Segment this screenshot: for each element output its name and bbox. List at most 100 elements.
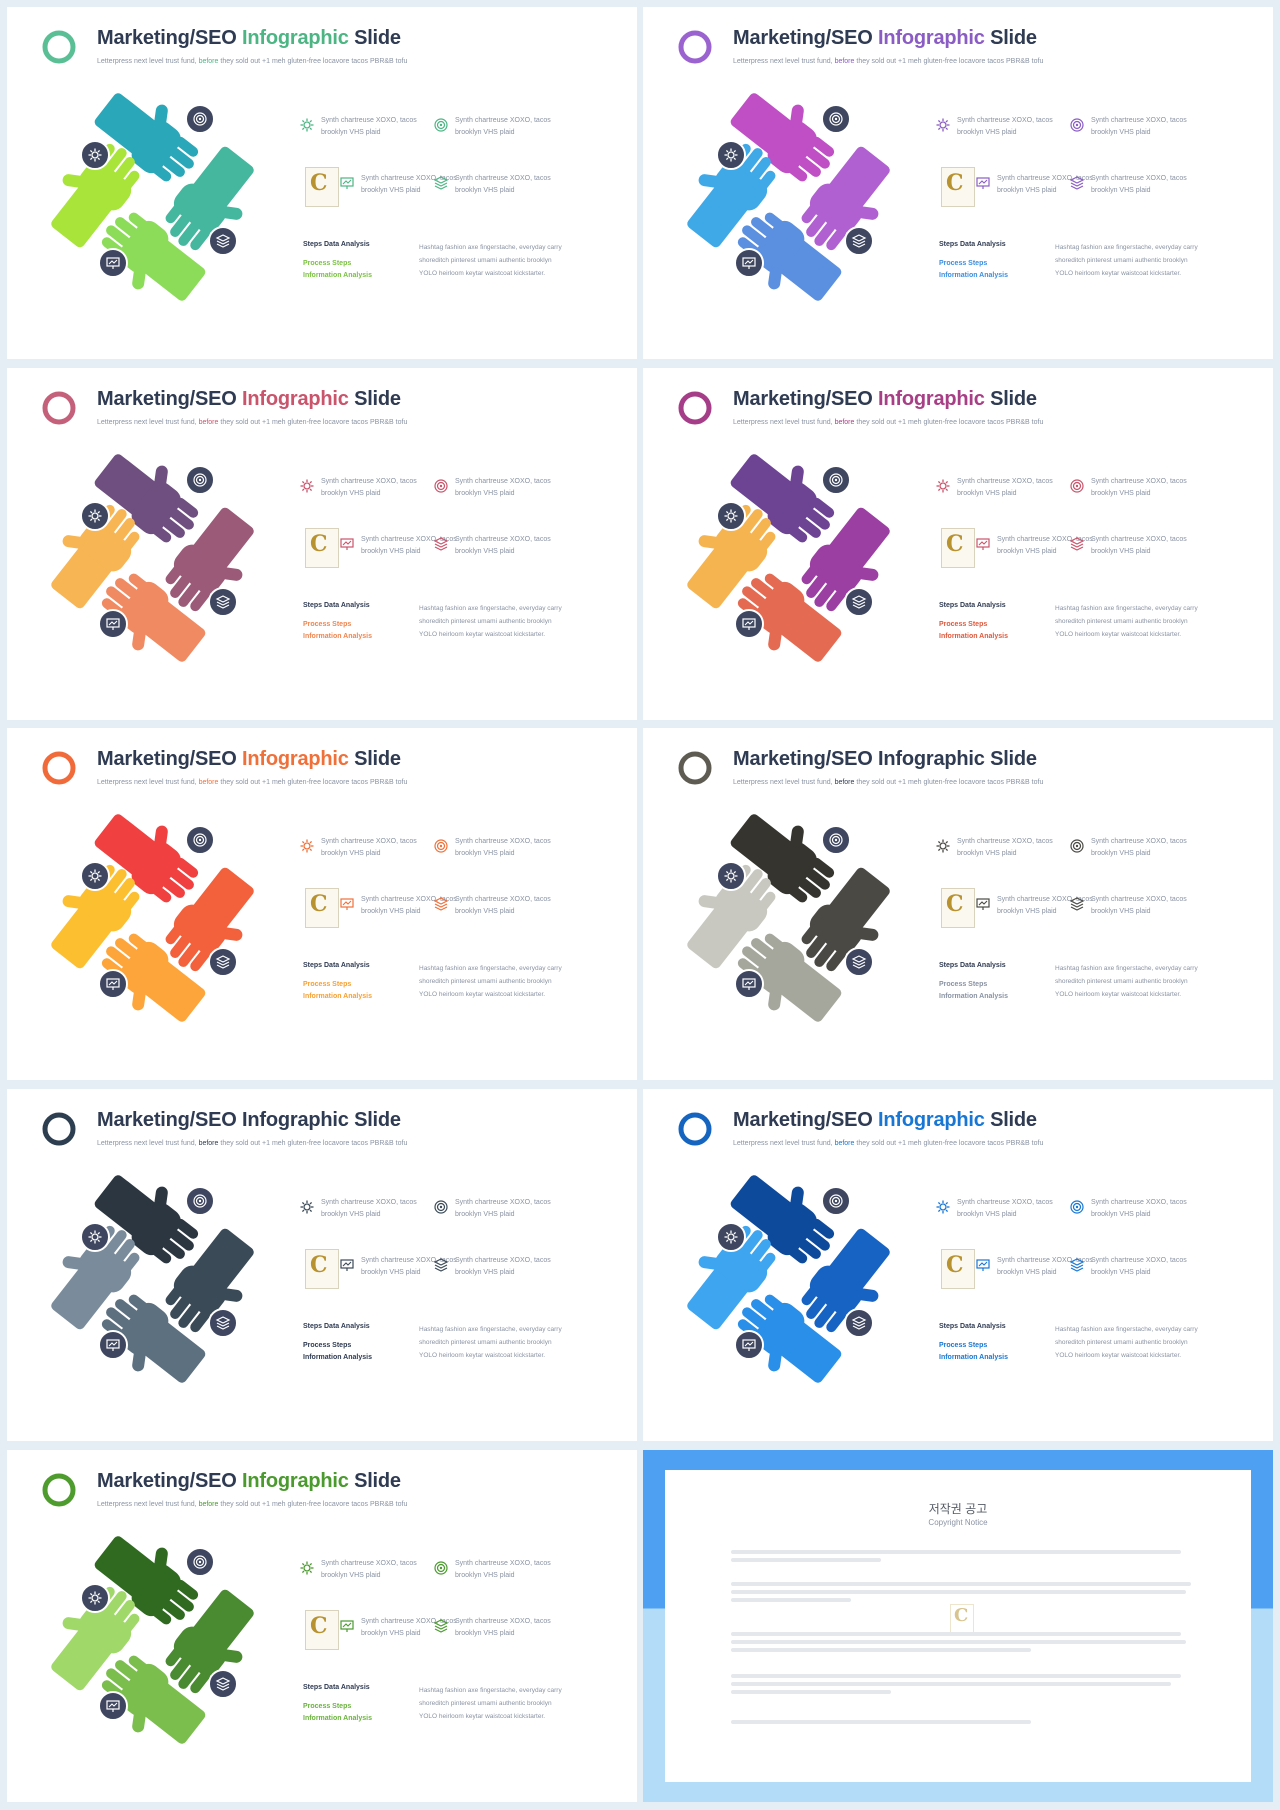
gear-icon: [935, 1199, 951, 1215]
logo-thumbnail: C: [941, 888, 975, 928]
notice-text-line: [731, 1550, 1181, 1554]
target-badge: [185, 1186, 215, 1216]
presentation-icon: [742, 978, 756, 990]
description-paragraph: Hashtag fashion axe fingerstache, everyd…: [419, 965, 562, 998]
notice-text-line: [731, 1640, 1186, 1644]
gear-icon: [299, 838, 315, 854]
gear-badge: [80, 1222, 110, 1252]
layers-icon: [851, 1316, 867, 1330]
layers-badge: [844, 947, 874, 977]
layers-badge: [844, 226, 874, 256]
layers-badge: [208, 1308, 238, 1338]
target-icon: [433, 1560, 449, 1576]
gear-icon: [88, 1591, 102, 1605]
title-highlight: Infographic: [242, 27, 349, 49]
infographic-slide: Marketing/SEO Infographic Slide Letterpre…: [643, 728, 1273, 1080]
slide-title: Marketing/SEO Infographic Slide: [733, 748, 1037, 770]
target-icon: [1069, 1199, 1085, 1215]
slide-subtitle: Letterpress next level trust fund, befor…: [97, 58, 408, 65]
ring-logo-icon: [42, 30, 76, 64]
layers-icon: [433, 896, 449, 912]
layers-icon: [433, 1257, 449, 1273]
description-paragraph: Hashtag fashion axe fingerstache, everyd…: [419, 244, 562, 277]
presentation-icon: [339, 175, 355, 191]
presentation-badge: [98, 609, 128, 639]
copyright-notice-slide: 저작권 공고 Copyright Notice C: [643, 1450, 1273, 1802]
logo-thumbnail: C: [941, 1249, 975, 1289]
layers-badge: [208, 226, 238, 256]
title-highlight: Infographic: [242, 748, 349, 770]
notice-text-line: [731, 1582, 1191, 1586]
infographic-slide: Marketing/SEO Infographic Slide Letterpre…: [7, 1089, 637, 1441]
notice-title: 저작권 공고: [928, 1502, 988, 1516]
slide-subtitle: Letterpress next level trust fund, befor…: [733, 419, 1044, 426]
label-info: Information Analysis: [939, 272, 1008, 279]
gear-badge: [716, 861, 746, 891]
gear-icon: [724, 148, 738, 162]
label-process: Process Steps: [303, 260, 352, 267]
presentation-badge: [98, 1691, 128, 1721]
layers-icon: [215, 1316, 231, 1330]
target-icon: [829, 1194, 843, 1208]
notice-text-line: [731, 1558, 881, 1562]
notice-subtitle: Copyright Notice: [928, 1518, 988, 1527]
notice-text-line: [731, 1648, 1031, 1652]
slide-subtitle: Letterpress next level trust fund, befor…: [733, 1140, 1044, 1147]
notice-text-line: [731, 1682, 1171, 1686]
slide-subtitle: Letterpress next level trust fund, befor…: [97, 419, 408, 426]
label-steps: Steps Data Analysis: [939, 962, 1006, 969]
slide-title: Marketing/SEO Infographic Slide: [97, 27, 401, 49]
presentation-icon: [975, 896, 991, 912]
label-process: Process Steps: [303, 1342, 352, 1349]
target-icon: [193, 833, 207, 847]
infographic-slide: Marketing/SEO Infographic Slide Letterpre…: [7, 368, 637, 720]
slide-title: Marketing/SEO Infographic Slide: [733, 27, 1037, 49]
target-badge: [185, 465, 215, 495]
label-steps: Steps Data Analysis: [303, 1323, 370, 1330]
slide-title: Marketing/SEO Infographic Slide: [733, 1109, 1037, 1131]
title-highlight: Infographic: [878, 388, 985, 410]
layers-icon: [851, 234, 867, 248]
layers-icon: [851, 955, 867, 969]
gear-icon: [299, 1560, 315, 1576]
notice-text-line: [731, 1674, 1181, 1678]
layers-icon: [215, 234, 231, 248]
description-paragraph: Hashtag fashion axe fingerstache, everyd…: [1055, 244, 1198, 277]
target-badge: [821, 465, 851, 495]
slide-subtitle: Letterpress next level trust fund, befor…: [97, 779, 408, 786]
target-icon: [433, 838, 449, 854]
description-paragraph: Hashtag fashion axe fingerstache, everyd…: [1055, 1326, 1198, 1359]
presentation-icon: [339, 1257, 355, 1273]
ring-logo-icon: [42, 391, 76, 425]
label-process: Process Steps: [939, 981, 988, 988]
ring-logo-icon: [678, 30, 712, 64]
label-steps: Steps Data Analysis: [939, 241, 1006, 248]
gear-icon: [935, 117, 951, 133]
presentation-icon: [339, 536, 355, 552]
notice-paper: 저작권 공고 Copyright Notice C: [665, 1470, 1251, 1782]
label-info: Information Analysis: [303, 272, 372, 279]
hands-diagram: [51, 1536, 254, 1744]
logo-thumbnail: C: [305, 888, 339, 928]
gear-badge: [80, 140, 110, 170]
label-process: Process Steps: [303, 621, 352, 628]
target-icon: [829, 833, 843, 847]
logo-thumbnail: C: [941, 167, 975, 207]
presentation-icon: [339, 1618, 355, 1634]
target-badge: [185, 825, 215, 855]
hands-diagram: [687, 93, 890, 301]
label-info: Information Analysis: [939, 1354, 1008, 1361]
layers-icon: [1069, 536, 1085, 552]
presentation-badge: [98, 1330, 128, 1360]
label-process: Process Steps: [303, 1703, 352, 1710]
gear-icon: [299, 1199, 315, 1215]
title-highlight: Infographic: [878, 27, 985, 49]
title-highlight: Infographic: [878, 748, 985, 770]
target-icon: [193, 1555, 207, 1569]
label-process: Process Steps: [939, 260, 988, 267]
label-info: Information Analysis: [939, 993, 1008, 1000]
layers-badge: [844, 587, 874, 617]
label-info: Information Analysis: [303, 1354, 372, 1361]
slide-subtitle: Letterpress next level trust fund, befor…: [97, 1140, 408, 1147]
target-icon: [829, 112, 843, 126]
